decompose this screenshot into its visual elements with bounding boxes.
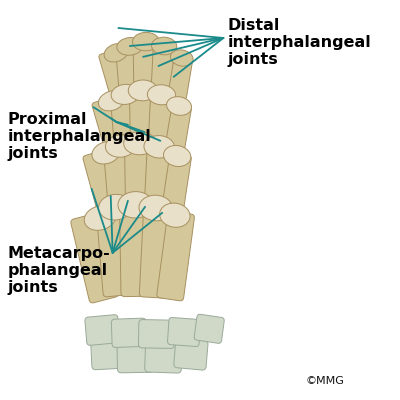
FancyBboxPatch shape bbox=[91, 338, 127, 370]
Text: Metacarpo-
phalangeal
joints: Metacarpo- phalangeal joints bbox=[8, 246, 110, 294]
FancyBboxPatch shape bbox=[174, 338, 208, 370]
FancyBboxPatch shape bbox=[92, 98, 126, 150]
Ellipse shape bbox=[98, 194, 132, 220]
Ellipse shape bbox=[117, 38, 143, 55]
FancyBboxPatch shape bbox=[148, 92, 172, 144]
FancyBboxPatch shape bbox=[110, 92, 136, 144]
FancyBboxPatch shape bbox=[168, 318, 200, 346]
Ellipse shape bbox=[111, 84, 139, 104]
FancyBboxPatch shape bbox=[85, 315, 120, 345]
Text: Distal
interphalangeal
joints: Distal interphalangeal joints bbox=[227, 18, 371, 67]
FancyBboxPatch shape bbox=[96, 203, 132, 297]
FancyBboxPatch shape bbox=[99, 50, 129, 96]
FancyBboxPatch shape bbox=[151, 44, 174, 89]
FancyBboxPatch shape bbox=[139, 204, 172, 298]
Ellipse shape bbox=[170, 50, 193, 66]
FancyBboxPatch shape bbox=[144, 144, 171, 210]
FancyBboxPatch shape bbox=[145, 340, 182, 373]
Ellipse shape bbox=[147, 85, 176, 105]
FancyBboxPatch shape bbox=[157, 211, 194, 301]
Ellipse shape bbox=[164, 146, 191, 166]
FancyBboxPatch shape bbox=[168, 57, 192, 99]
Ellipse shape bbox=[98, 91, 124, 111]
FancyBboxPatch shape bbox=[120, 201, 150, 297]
FancyBboxPatch shape bbox=[133, 40, 156, 85]
Ellipse shape bbox=[104, 44, 128, 62]
FancyBboxPatch shape bbox=[116, 44, 140, 90]
Ellipse shape bbox=[84, 206, 116, 230]
FancyBboxPatch shape bbox=[71, 213, 118, 303]
Ellipse shape bbox=[118, 192, 153, 218]
FancyBboxPatch shape bbox=[194, 314, 224, 343]
FancyBboxPatch shape bbox=[162, 153, 191, 215]
FancyBboxPatch shape bbox=[165, 104, 191, 151]
Ellipse shape bbox=[128, 80, 157, 101]
Ellipse shape bbox=[139, 195, 172, 221]
Ellipse shape bbox=[106, 135, 136, 157]
Text: Proximal
interphalangeal
joints: Proximal interphalangeal joints bbox=[8, 112, 151, 160]
FancyBboxPatch shape bbox=[138, 320, 175, 348]
FancyBboxPatch shape bbox=[103, 142, 132, 210]
FancyBboxPatch shape bbox=[111, 318, 147, 348]
Ellipse shape bbox=[124, 132, 156, 155]
Ellipse shape bbox=[144, 136, 174, 158]
Ellipse shape bbox=[152, 37, 177, 55]
FancyBboxPatch shape bbox=[130, 88, 153, 140]
FancyBboxPatch shape bbox=[117, 341, 154, 373]
FancyBboxPatch shape bbox=[124, 140, 150, 207]
Ellipse shape bbox=[160, 203, 190, 227]
Ellipse shape bbox=[92, 142, 120, 164]
Ellipse shape bbox=[132, 32, 159, 51]
Text: ©MMG: ©MMG bbox=[306, 376, 344, 386]
Ellipse shape bbox=[166, 97, 192, 115]
FancyBboxPatch shape bbox=[83, 150, 122, 218]
